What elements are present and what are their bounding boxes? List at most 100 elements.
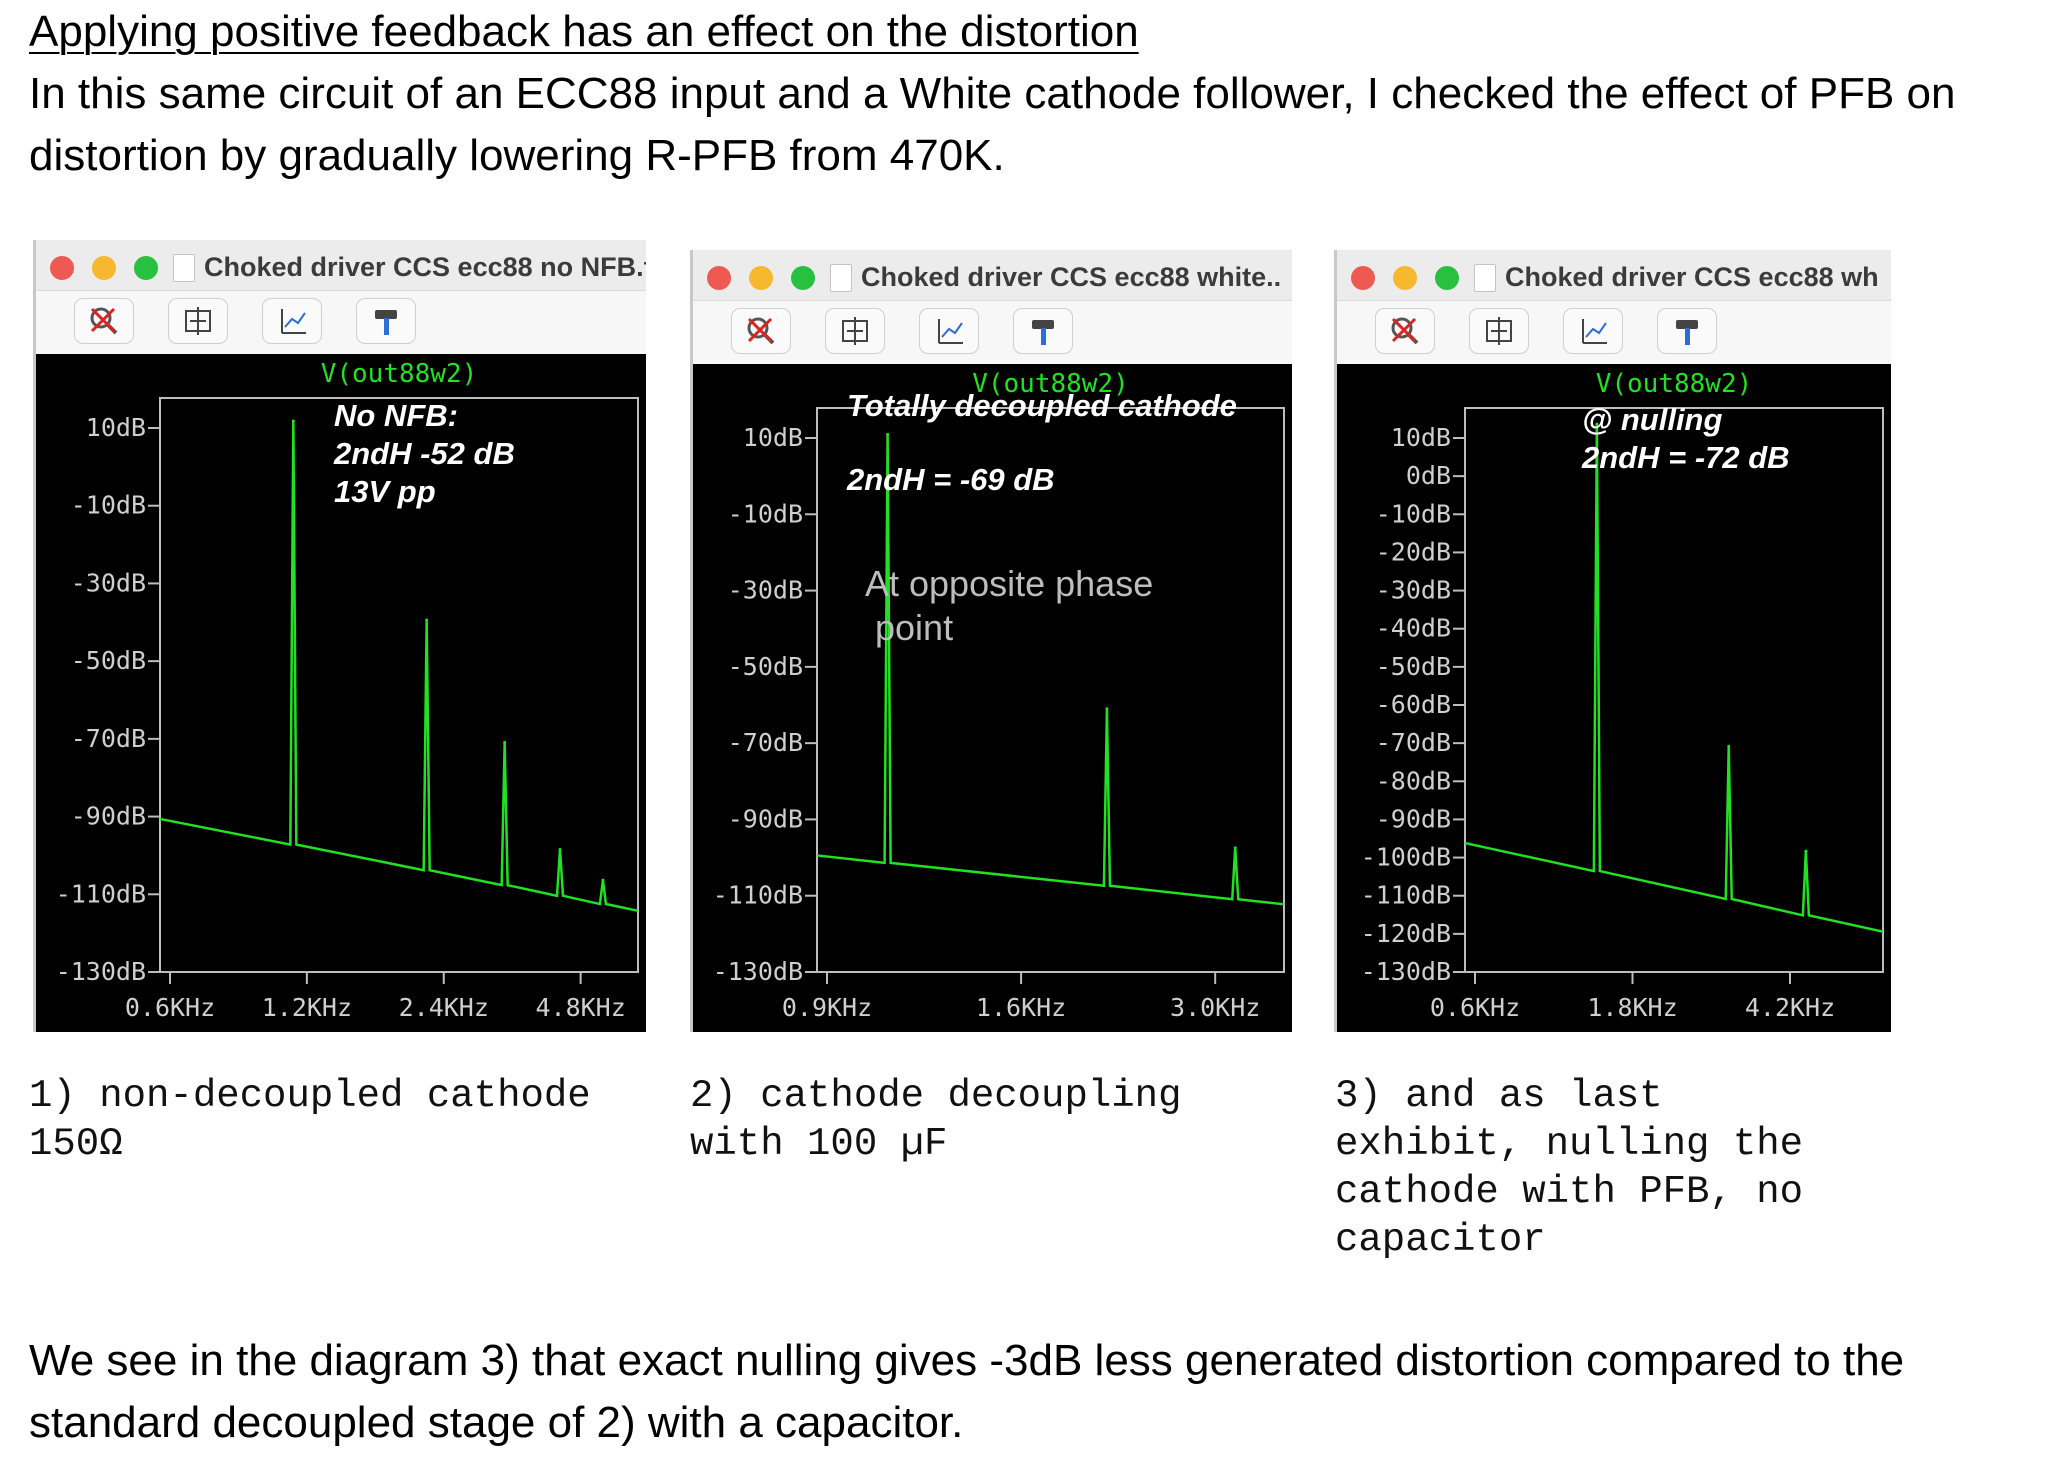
pan-button[interactable]	[262, 298, 322, 344]
window-titlebar[interactable]: Choked driver CCS ecc88 wh	[1337, 250, 1891, 301]
autorange-icon	[842, 317, 868, 345]
y-tick-label: 10dB	[1391, 423, 1451, 452]
y-tick-label: 0dB	[1406, 461, 1451, 490]
y-tick-label: -30dB	[728, 576, 803, 605]
x-tick-label: 3.0KHz	[1170, 993, 1260, 1022]
y-tick-label: -90dB	[71, 802, 146, 831]
spectrum-window-nulling[interactable]: Choked driver CCS ecc88 wh 10dB 0dB -10dB -…	[1334, 250, 1891, 1032]
y-tick-label: -100dB	[1361, 843, 1451, 872]
y-tick-label: 10dB	[743, 423, 803, 452]
close-window-button[interactable]	[1351, 266, 1375, 290]
harmonic-peak-3rd	[1804, 849, 1808, 853]
y-tick-label: -50dB	[71, 646, 146, 675]
autorange-button[interactable]	[825, 308, 885, 354]
hammer-button[interactable]	[356, 298, 416, 344]
y-tick-label: -90dB	[1376, 804, 1451, 833]
harmonic-peak-fundamental	[1595, 422, 1599, 426]
spectrum-window-decoupled[interactable]: Choked driver CCS ecc88 white.. 10dB -10d…	[690, 250, 1292, 1032]
window-title: Choked driver CCS ecc88 wh	[1505, 262, 1879, 292]
y-tick-label: -120dB	[1361, 919, 1451, 948]
annotation-line: Totally decoupled cathode	[847, 388, 1237, 423]
minimize-window-button[interactable]	[1393, 266, 1417, 290]
y-tick-label: -40dB	[1376, 614, 1451, 643]
hammer-icon	[375, 310, 397, 335]
y-tick-label: -10dB	[71, 491, 146, 520]
spectrum-plot[interactable]: 10dB -10dB -30dB -50dB -70dB -90dB -110dB -130d…	[36, 354, 646, 1032]
autorange-button[interactable]	[1469, 308, 1529, 354]
y-tick-label: -80dB	[1376, 766, 1451, 795]
y-tick-label: -130dB	[1361, 957, 1451, 986]
zoom-window-button[interactable]	[791, 266, 815, 290]
pan-button[interactable]	[919, 308, 979, 354]
conclusion-paragraph: We see in the diagram 3) that exact null…	[29, 1336, 1905, 1447]
x-tick-label: 2.4KHz	[399, 993, 489, 1022]
plot-frame	[816, 407, 1285, 973]
caption-1: 1) non-decoupled cathode 150Ω	[29, 1074, 591, 1166]
trace-label: V(out88w2)	[972, 369, 1129, 399]
y-tick-label: -20dB	[1376, 537, 1451, 566]
spectrum-plot[interactable]: 10dB -10dB -30dB -50dB -70dB -90dB -110dB -130d…	[693, 364, 1292, 1032]
zoom-out-button[interactable]	[74, 298, 134, 344]
y-tick-label: -130dB	[713, 957, 803, 986]
harmonic-peak-5th	[601, 878, 605, 882]
window-title: Choked driver CCS ecc88 white..	[861, 262, 1282, 292]
spectrum-chart: 10dB 0dB -10dB -20dB -30dB -40dB -50dB -60dB -70…	[1361, 369, 1884, 1022]
x-tick-label: 1.6KHz	[976, 993, 1066, 1022]
y-tick-label: -10dB	[728, 499, 803, 528]
harmonic-peak-4th	[558, 848, 562, 852]
window-title: Choked driver CCS ecc88 no NFB.ff	[204, 252, 646, 282]
autorange-button[interactable]	[168, 298, 228, 344]
annotation-line: 2ndH = -69 dB	[846, 462, 1055, 497]
zoom-window-button[interactable]	[134, 256, 158, 280]
window-titlebar[interactable]: Choked driver CCS ecc88 no NFB.ff	[36, 240, 646, 291]
y-tick-label: -60dB	[1376, 690, 1451, 719]
pan-icon	[1582, 319, 1607, 344]
autorange-icon	[185, 307, 211, 335]
slide-heading: Applying positive feedback has an effect…	[29, 7, 1139, 56]
harmonic-peak-2nd	[1727, 744, 1731, 748]
document-icon	[173, 254, 195, 282]
autorange-icon	[1486, 317, 1512, 345]
y-tick-label: -70dB	[728, 728, 803, 757]
zoom-out-button[interactable]	[731, 308, 791, 354]
caption-3: 3) and as last exhibit, nulling the cath…	[1335, 1074, 1804, 1262]
y-tick-label: -110dB	[56, 879, 146, 908]
side-note-line: point	[875, 607, 953, 648]
harmonic-peak-fundamental	[886, 432, 890, 436]
side-note-line: At opposite phase	[865, 563, 1153, 604]
plot-frame	[1464, 407, 1884, 973]
close-window-button[interactable]	[50, 256, 74, 280]
spectrum-plot[interactable]: 10dB 0dB -10dB -20dB -30dB -40dB -50dB -60dB -70…	[1337, 364, 1891, 1032]
y-tick-label: -10dB	[1376, 499, 1451, 528]
harmonic-peak-3rd	[503, 740, 507, 744]
minimize-window-button[interactable]	[749, 266, 773, 290]
spectrum-chart: 10dB -10dB -30dB -50dB -70dB -90dB -110dB -130d…	[713, 369, 1285, 1022]
close-window-button[interactable]	[707, 266, 731, 290]
zoom-out-button[interactable]	[1375, 308, 1435, 354]
x-tick-label: 0.6KHz	[125, 993, 215, 1022]
y-tick-label: -30dB	[1376, 576, 1451, 605]
zoom-out-icon	[1391, 317, 1419, 345]
y-tick-label: -110dB	[1361, 881, 1451, 910]
y-tick-label: -130dB	[56, 957, 146, 986]
zoom-window-button[interactable]	[1435, 266, 1459, 290]
window-titlebar[interactable]: Choked driver CCS ecc88 white..	[693, 250, 1292, 301]
annotation-line: No NFB:	[334, 398, 458, 433]
x-tick-label: 4.8KHz	[535, 993, 625, 1022]
zoom-out-icon	[747, 317, 775, 345]
x-tick-label: 0.9KHz	[782, 993, 872, 1022]
y-tick-label: 10dB	[86, 413, 146, 442]
zoom-out-icon	[90, 307, 118, 335]
y-tick-label: -90dB	[728, 804, 803, 833]
hammer-button[interactable]	[1013, 308, 1073, 354]
y-tick-label: -70dB	[1376, 728, 1451, 757]
pan-icon	[938, 319, 963, 344]
document-icon	[830, 264, 852, 292]
plot-toolbar	[1337, 301, 1891, 364]
pan-button[interactable]	[1563, 308, 1623, 354]
pan-icon	[281, 309, 306, 334]
minimize-window-button[interactable]	[92, 256, 116, 280]
x-tick-label: 1.8KHz	[1587, 993, 1677, 1022]
hammer-button[interactable]	[1657, 308, 1717, 354]
spectrum-window-no-nfb[interactable]: Choked driver CCS ecc88 no NFB.ff 10dB -1…	[33, 240, 646, 1032]
